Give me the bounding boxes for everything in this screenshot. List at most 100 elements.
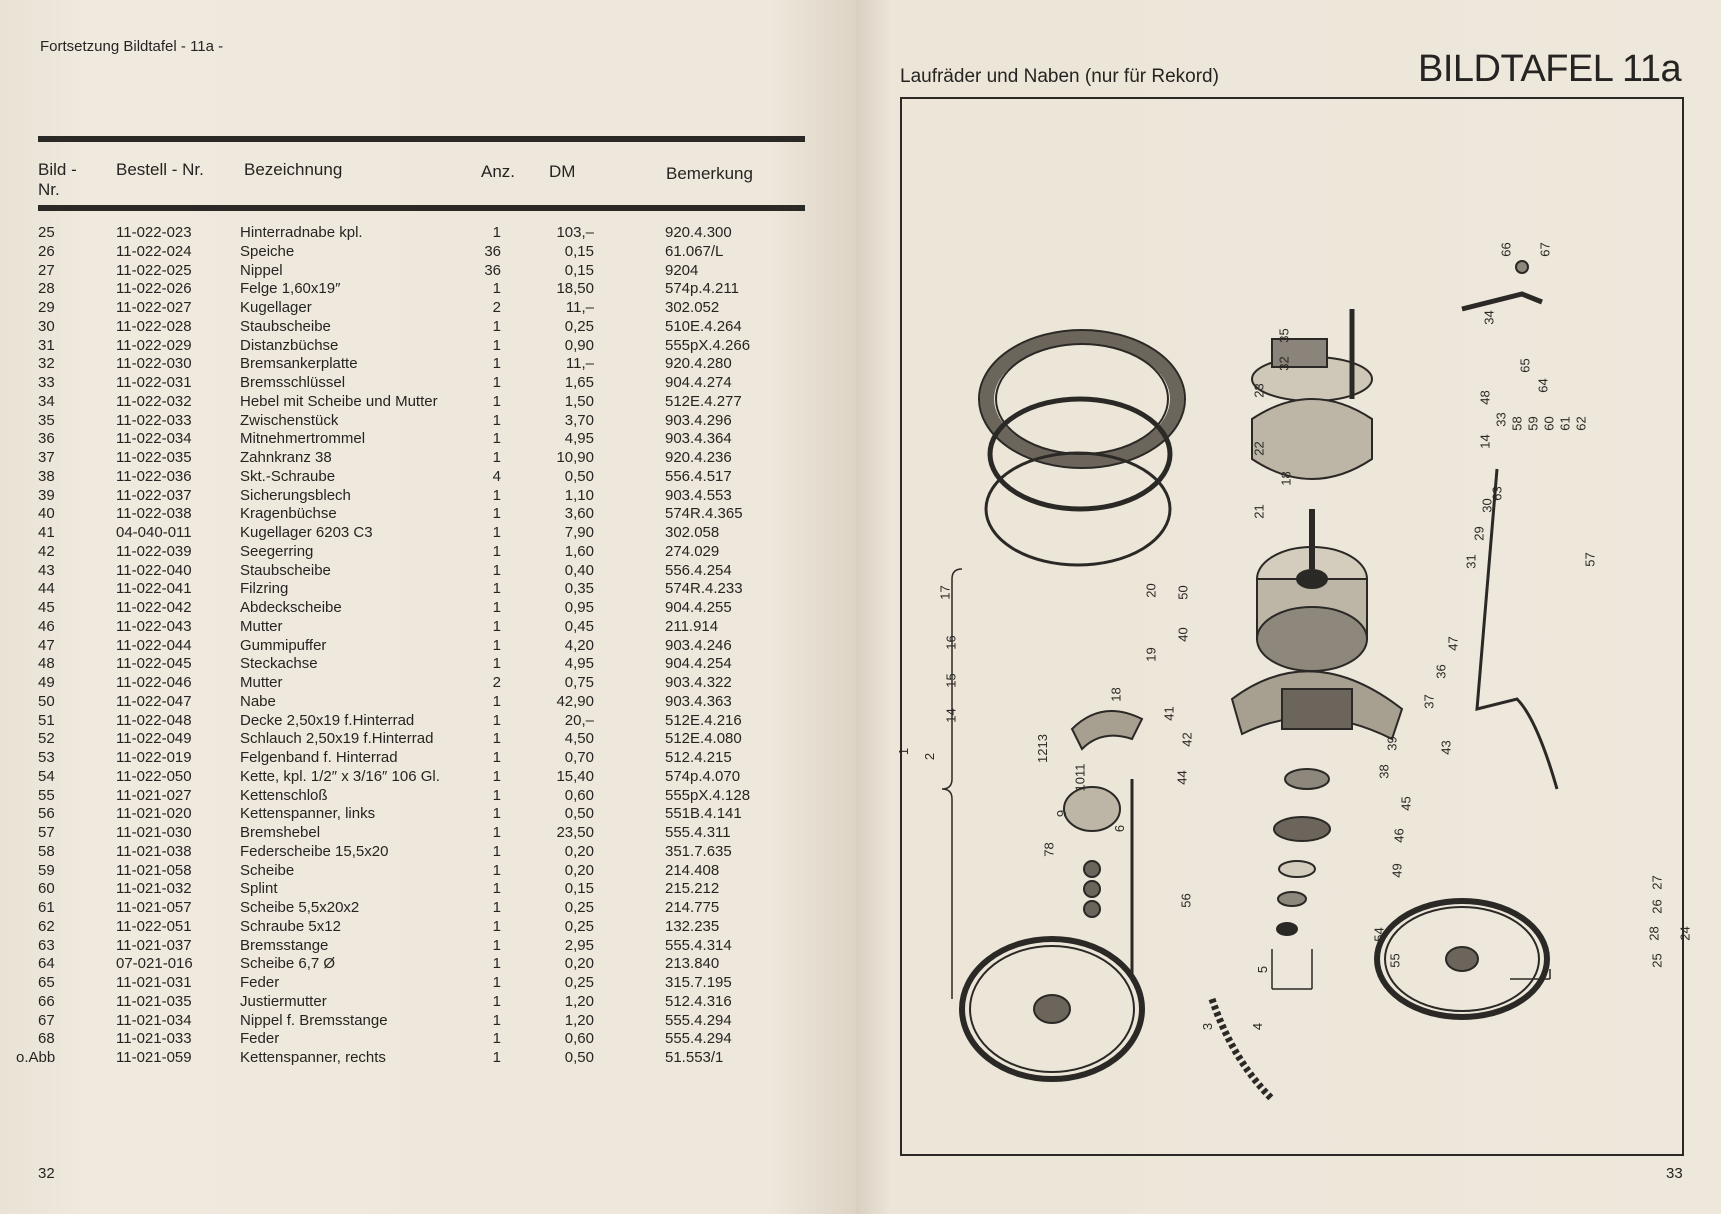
diagram-callout-label: 55 [1387,953,1403,968]
bemerkung: 512E.4.080 [665,730,742,748]
diagram-callout-label: 57 [1582,552,1598,567]
bild-nr: 30 [38,317,55,335]
diagram-callout-label: 14 [943,708,959,723]
bezeichnung: Mutter [240,617,283,635]
bild-nr: 48 [38,655,55,673]
diagram-callout-label: 24 [1677,926,1693,941]
bemerkung: 213.840 [665,955,720,973]
rear-wheel-drawing [1374,898,1550,1020]
bezeichnung: Feder [240,1030,280,1048]
bild-nr: 28 [38,280,55,298]
bezeichnung: Kugellager [240,299,312,316]
bemerkung: 302.052 [665,299,720,316]
diagram-callout-label: 17 [937,585,953,600]
page-number-left: 32 [38,1165,55,1182]
bezeichnung: Nippel [240,261,283,279]
bestell-nr: 11-022-037 [116,486,192,504]
bezeichnung: Kragenbüchse [240,505,337,523]
front-wheel-drawing [959,936,1145,1082]
bild-nr: 25 [38,224,55,241]
bezeichnung: Filzring [240,580,289,598]
bezeichnung: Abdeckscheibe [240,599,342,616]
preis-dm: 1,65 [564,374,594,391]
bemerkung: 903.4.363 [665,692,732,710]
diagram-callout-label: 9 [1054,809,1070,818]
bestell-nr: 11-022-025 [116,261,192,279]
table-header-rule [38,205,805,211]
anzahl: 1 [492,392,501,410]
anzahl: 1 [492,749,501,766]
bezeichnung: Schlauch 2,50x19 f.Hinterrad [240,730,434,748]
preis-dm: 0,15 [564,242,594,260]
bestell-nr: 11-021-033 [116,1030,192,1048]
bemerkung: 920.4.236 [665,449,732,466]
anzahl: 1 [492,655,501,673]
diagram-callout-label: 44 [1174,770,1190,785]
diagram-callout-label: 43 [1438,740,1454,755]
preis-dm: 0,15 [564,880,594,898]
bestell-nr: 11-021-035 [116,992,192,1010]
diagram-callout-label: 5 [1255,965,1271,974]
left-page: Fortsetzung Bildtafel - 11a - Bild - Nr.… [0,0,856,1214]
bemerkung: 903.4.246 [665,636,732,654]
bezeichnung: Skt.-Schraube [240,467,336,485]
hub-drawing [1256,509,1368,672]
bestell-nr: 11-022-023 [116,224,192,241]
anzahl: 1 [492,505,501,523]
bild-nr: 61 [38,899,55,916]
table-row: 27 11-022-025 Nippel 36 0,15 9204 [0,262,856,280]
bezeichnung: Kugellager 6203 C3 [240,524,373,541]
preis-dm: 10,90 [556,449,594,466]
bezeichnung: Federscheibe 15,5x20 [240,842,389,860]
bild-nr: 52 [38,730,55,748]
preis-dm: 11,– [565,355,594,373]
diagram-callout-label: 23 [1251,383,1267,398]
bestell-nr: 04-040-011 [116,524,192,541]
table-row: 25 11-022-023 Hinterradnabe kpl. 1 103,– 920.… [0,224,856,242]
table-row: 50 11-022-047 Nabe 1 42,90 903.4.363 [0,693,856,711]
bemerkung: 512.4.215 [665,749,732,766]
diagram-callout-label: 21 [1251,504,1267,519]
bild-nr: 33 [38,374,55,391]
diagram-callout-label: 15 [943,673,959,688]
bild-nr: 47 [38,636,55,654]
preis-dm: 0,95 [564,599,594,616]
table-row: 57 11-021-030 Bremshebel 1 23,50 555.4.311 [0,824,856,842]
bild-nr: 58 [38,842,55,860]
diagram-callout-label: 54 [1371,927,1387,942]
anzahl: 1 [492,599,501,616]
bemerkung: 215.212 [665,880,720,898]
table-row: 42 11-022-039 Seegerring 1 1,60 274.029 [0,543,856,561]
bestell-nr: 11-022-035 [116,449,192,466]
bild-nr: 53 [38,749,55,766]
anzahl: 1 [492,280,501,298]
table-row: 45 11-022-042 Abdeckscheibe 1 0,95 904.4.255 [0,599,856,617]
bemerkung: 556.4.254 [665,561,732,579]
table-row: 34 11-022-032 Hebel mit Scheibe und Mutter… [0,393,856,411]
diagram-callout-label: 27 [1649,875,1665,890]
bestell-nr: 11-022-050 [116,767,192,785]
bild-nr: 42 [38,542,55,560]
table-row: 61 11-021-057 Scheibe 5,5x20x2 1 0,25 214.775 [0,899,856,917]
bestell-nr: 11-022-043 [116,617,192,635]
bild-nr: 54 [38,767,55,785]
anzahl: 1 [492,580,501,598]
bezeichnung: Hebel mit Scheibe und Mutter [240,392,438,410]
bezeichnung: Zwischenstück [240,411,339,429]
table-row: 39 11-022-037 Sicherungsblech 1 1,10 903.4.55… [0,487,856,505]
bemerkung: 302.058 [665,524,720,541]
bezeichnung: Hinterradnabe kpl. [240,224,363,241]
anzahl: 1 [492,955,501,973]
bestell-nr: 11-022-029 [116,336,192,354]
preis-dm: 0,60 [564,786,594,804]
bestell-nr: 11-022-031 [116,374,192,391]
bild-nr: 43 [38,561,55,579]
bemerkung: 512E.4.216 [665,711,742,729]
table-top-rule [38,136,805,142]
brake-lever-drawing [1461,260,1559,790]
table-row: 59 11-021-058 Scheibe 1 0,20 214.408 [0,862,856,880]
bezeichnung: Bremsschlüssel [240,374,346,391]
table-row: 38 11-022-036 Skt.-Schraube 4 0,50 556.4.517 [0,468,856,486]
diagram-callout-label: 46 [1391,828,1407,843]
bezeichnung: Schraube 5x12 [240,917,341,935]
